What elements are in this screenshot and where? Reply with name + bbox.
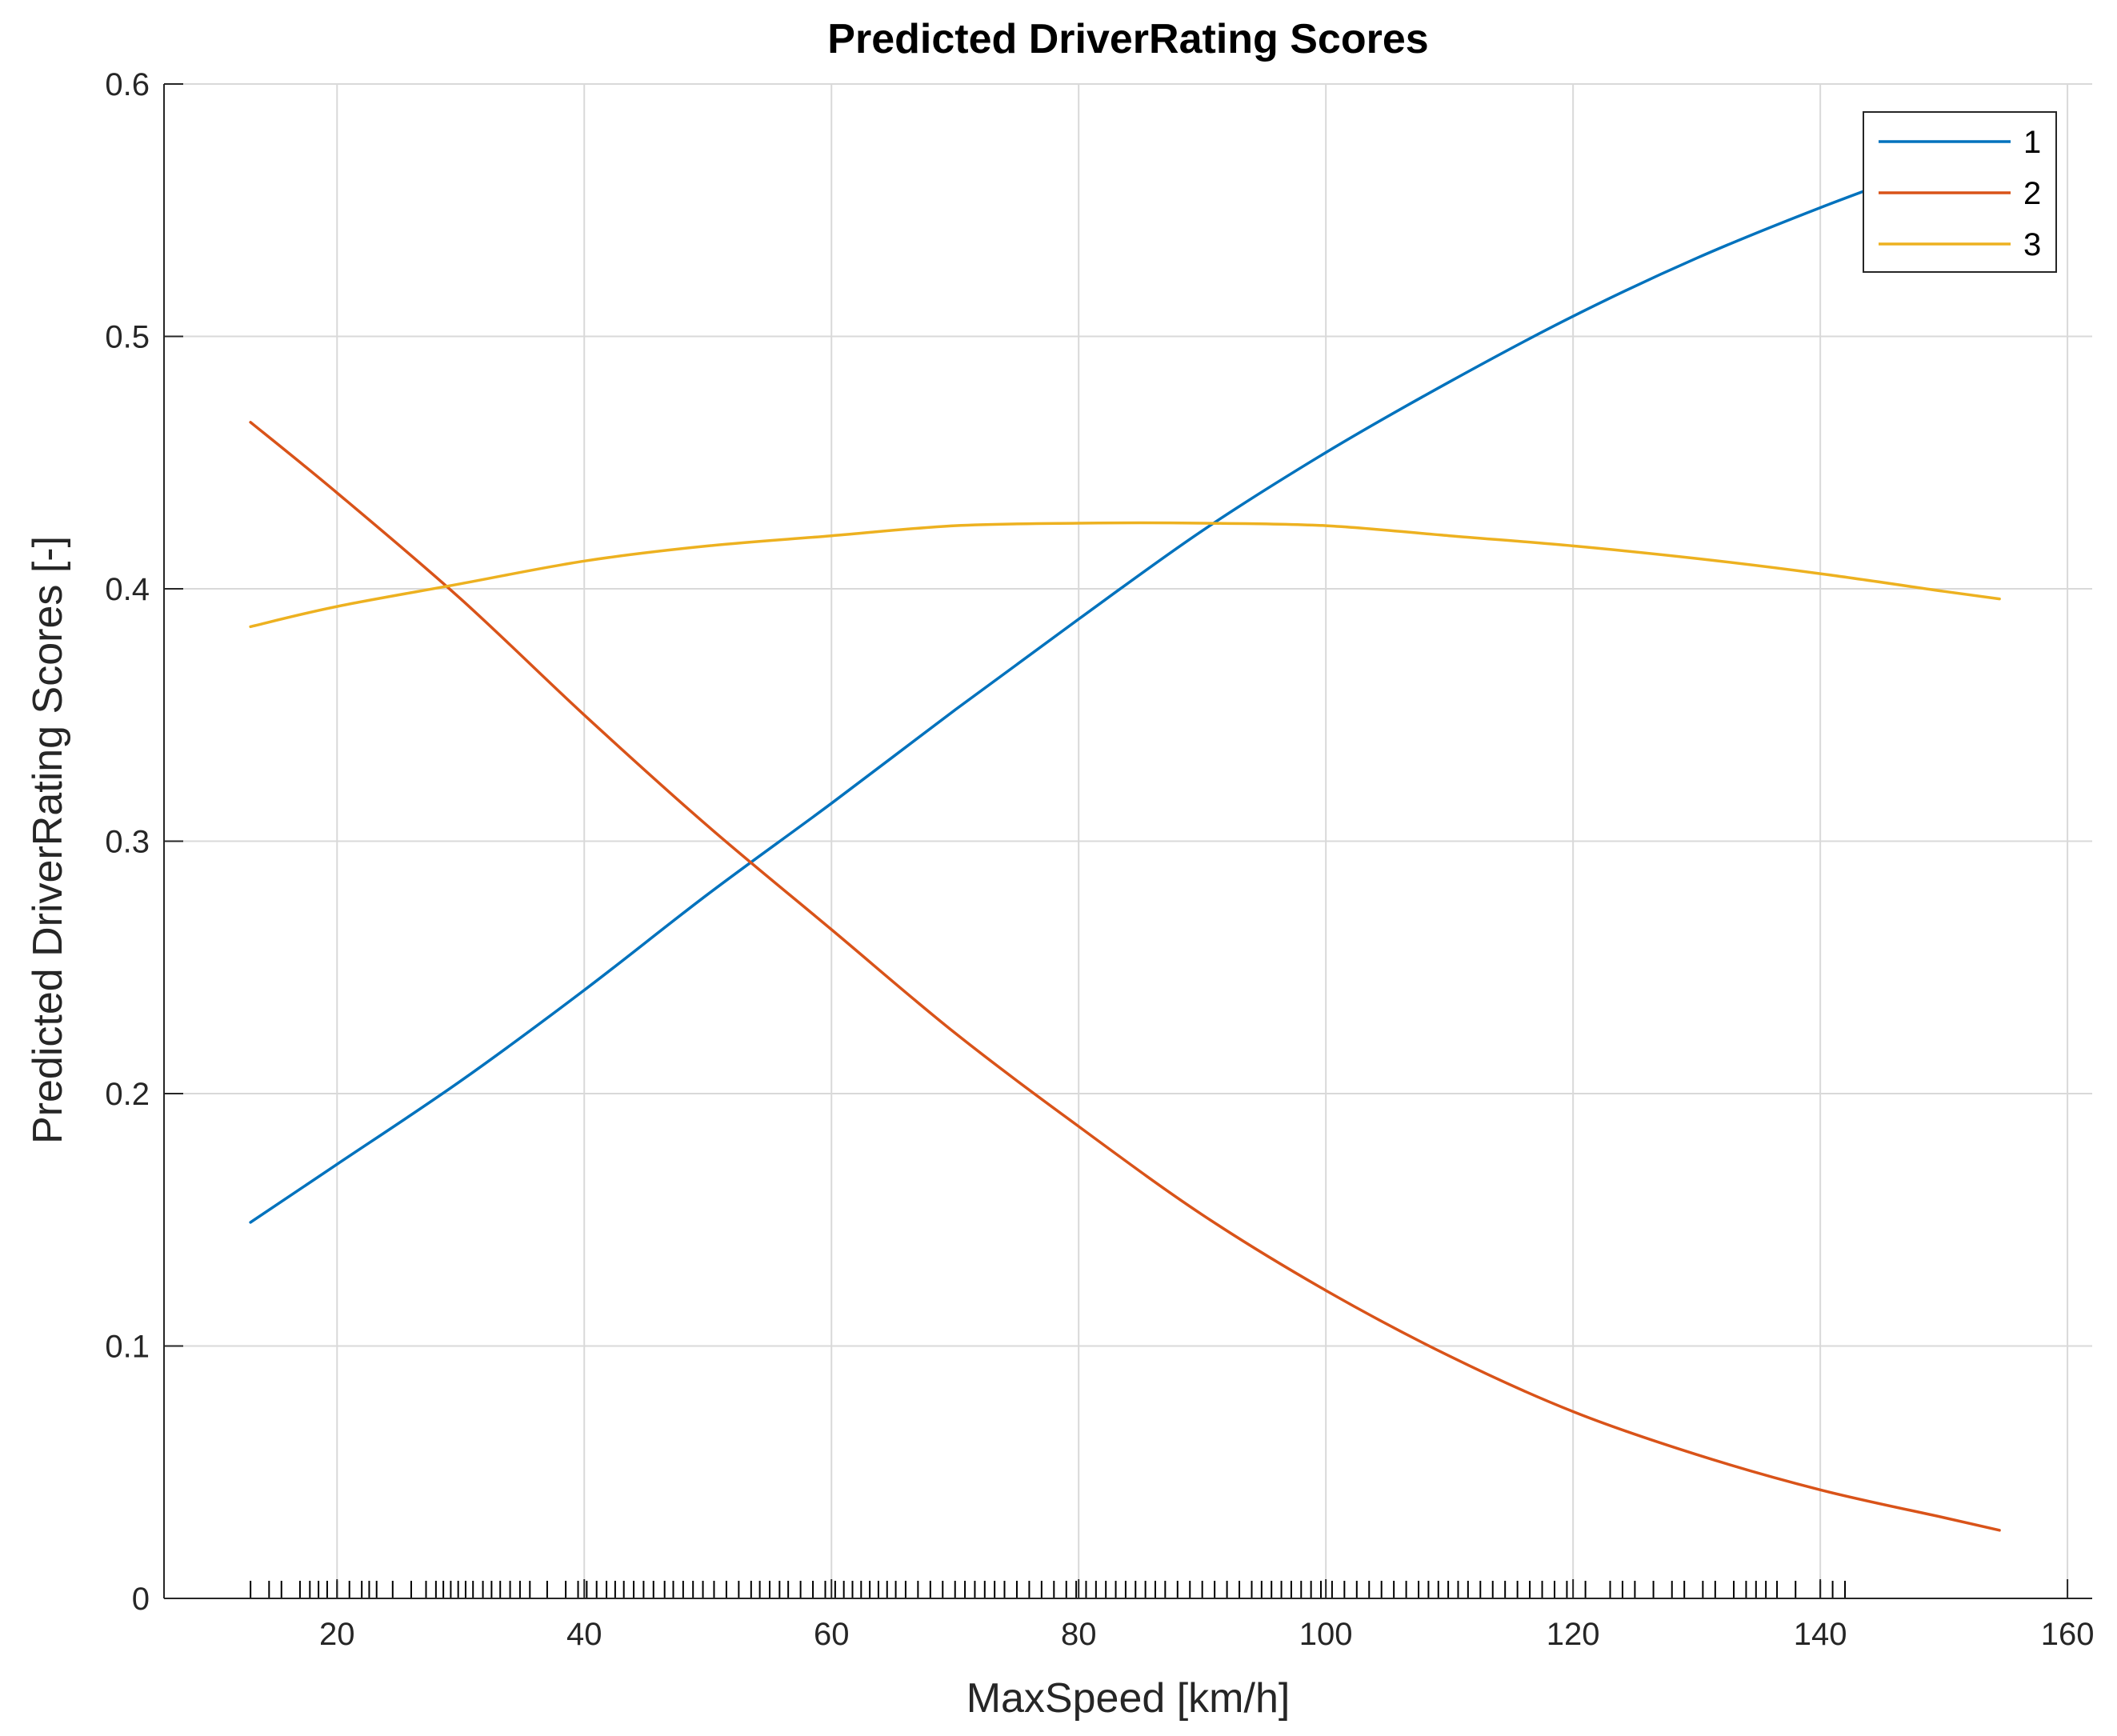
x-tick-label: 100 [1299, 1617, 1353, 1652]
y-axis-label: Predicted DriverRating Scores [-] [25, 536, 71, 1144]
x-tick-label: 20 [319, 1617, 355, 1652]
series-lines [249, 142, 2001, 1532]
y-tick-label: 0.6 [105, 67, 150, 102]
legend-label-3: 3 [2023, 227, 2041, 262]
x-tick-label: 40 [566, 1617, 602, 1652]
x-tick-label: 120 [1547, 1617, 1600, 1652]
x-axis-label: MaxSpeed [km/h] [966, 1675, 1291, 1722]
legend: 1 2 3 [1863, 111, 2057, 273]
x-tick-label: 60 [814, 1617, 850, 1652]
x-tick-label: 140 [1794, 1617, 1847, 1652]
grid [164, 83, 2092, 1599]
y-tick-label: 0.1 [105, 1330, 150, 1365]
legend-label-2: 2 [2023, 176, 2041, 211]
series-line-1 [249, 142, 2001, 1224]
y-tick-label: 0.4 [105, 572, 150, 607]
y-tick-label: 0.3 [105, 825, 150, 860]
x-tick-label: 80 [1061, 1617, 1097, 1652]
legend-label-1: 1 [2023, 125, 2041, 160]
series-line-2 [249, 421, 2001, 1532]
x-tick-label: 160 [2041, 1617, 2095, 1652]
series-line-3 [249, 521, 2001, 629]
rug-plot [250, 1581, 1847, 1598]
y-tick-label: 0.5 [105, 320, 150, 355]
axes [163, 83, 2092, 1599]
chart-title: Predicted DriverRating Scores [827, 16, 1428, 62]
tick-labels: 20 40 60 80 100 120 140 160 0 0.1 0.2 0.3 0.4 0.5 0.6 [105, 67, 2094, 1652]
y-tick-label: 0 [132, 1582, 150, 1617]
y-tick-label: 0.2 [105, 1077, 150, 1112]
